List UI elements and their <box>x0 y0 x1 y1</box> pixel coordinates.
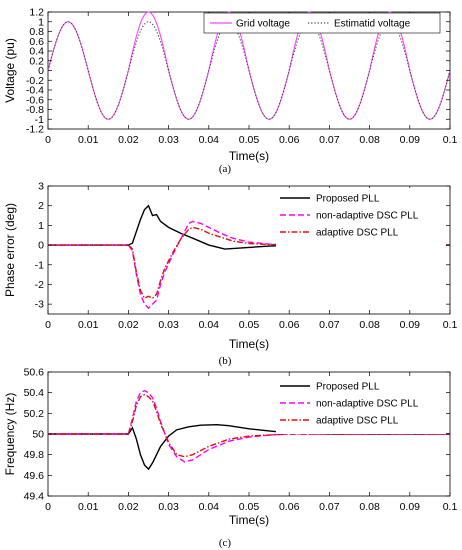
y-axis-label: Frequency (Hz) <box>3 393 17 476</box>
y-tick-label: -1 <box>35 259 44 271</box>
panel-caption: (a) <box>219 163 232 175</box>
series-line-non-adaptive-dsc-pll <box>48 389 450 463</box>
legend: Proposed PLL non-adaptive DSC PLL adaptive… <box>276 376 446 434</box>
x-tick-label: 0.05 <box>239 319 260 331</box>
y-tick-label: 50.4 <box>24 387 45 399</box>
x-tick-label: 0.05 <box>239 134 260 146</box>
legend-label: adaptive DSC PLL <box>316 416 399 427</box>
y-tick-label: 3 <box>38 181 44 193</box>
x-tick-label: 0.04 <box>199 134 220 146</box>
x-tick-label: 0.02 <box>118 134 139 146</box>
x-tick-label: 0.02 <box>118 501 139 513</box>
x-tick-label: 0.1 <box>443 501 458 513</box>
y-tick-label: 0.2 <box>29 55 44 67</box>
y-tick-label: 2 <box>38 200 44 212</box>
y-tick-label: -0.8 <box>26 104 44 116</box>
series-group <box>48 204 450 310</box>
x-tick-label: 0.06 <box>279 501 300 513</box>
x-tick-label: 0.06 <box>279 319 300 331</box>
y-tick-label: -1 <box>35 114 44 126</box>
x-tick-label: 0 <box>45 134 51 146</box>
x-tick-label: 0.05 <box>239 501 260 513</box>
y-axis-label: Voltage (pu) <box>3 38 17 103</box>
legend-label: Grid voltage <box>236 19 290 30</box>
y-tick-label: 49.8 <box>24 449 45 461</box>
legend-label: Estimatid voltage <box>334 19 411 30</box>
x-tick-label: 0.03 <box>158 319 179 331</box>
x-tick-label: 0 <box>45 501 51 513</box>
x-tick-label: 0.08 <box>359 134 380 146</box>
y-tick-label: 0 <box>38 65 44 77</box>
y-tick-label: 49.6 <box>24 470 45 482</box>
x-tick-label: 0.03 <box>158 134 179 146</box>
series-line-adaptive-dsc-pll <box>48 393 450 458</box>
x-tick-label: 0.07 <box>319 319 340 331</box>
legend-label: Proposed PLL <box>316 194 380 205</box>
chart-panel-0: 0 0.01 0.02 0.03 0.04 0.05 0.06 0.07 0.08 0.09 0.1… <box>3 7 457 176</box>
y-tick-label: -0.4 <box>26 85 44 97</box>
x-axis-label: Time(s) <box>229 149 269 163</box>
x-tick-label: 0.06 <box>279 134 300 146</box>
y-tick-label: -3 <box>35 299 44 311</box>
series-line-proposed-pll <box>48 423 450 471</box>
series-line-estimatid-voltage <box>47 21 451 120</box>
x-tick-label: 0.04 <box>199 319 220 331</box>
y-axis-label: Phase error (deg) <box>3 203 17 297</box>
y-tick-label: 50.2 <box>24 408 45 420</box>
y-tick-label: -2 <box>35 279 44 291</box>
x-axis-label: Time(s) <box>229 337 269 351</box>
series-line-adaptive-dsc-pll <box>48 226 450 300</box>
x-tick-label: 0.1 <box>443 319 458 331</box>
y-tick-label: 1.2 <box>29 7 44 19</box>
x-tick-label: 0 <box>45 319 51 331</box>
x-tick-label: 0.08 <box>359 501 380 513</box>
x-tick-label: 0.01 <box>78 134 99 146</box>
y-tick-label: 0.6 <box>29 36 44 48</box>
legend-label: Proposed PLL <box>316 382 380 393</box>
y-tick-label: -1.2 <box>26 124 44 136</box>
x-tick-label: 0.04 <box>199 501 220 513</box>
x-tick-label: 0.07 <box>319 501 340 513</box>
y-tick-label: 0.8 <box>29 26 44 38</box>
series-group <box>48 389 450 471</box>
panel-caption: (b) <box>219 355 232 367</box>
y-tick-label: 49.4 <box>24 491 45 503</box>
legend-label: adaptive DSC PLL <box>316 228 399 239</box>
legend-box <box>276 188 446 254</box>
x-tick-label: 0.02 <box>118 319 139 331</box>
x-tick-label: 0.09 <box>400 134 421 146</box>
y-tick-label: -0.2 <box>26 75 44 87</box>
x-tick-label: 0.03 <box>158 501 179 513</box>
y-tick-label: 0 <box>38 240 44 252</box>
legend-label: non-adaptive DSC PLL <box>316 211 419 222</box>
y-tick-label: 1 <box>38 220 44 232</box>
legend-label: non-adaptive DSC PLL <box>316 399 419 410</box>
x-tick-label: 0.01 <box>78 501 99 513</box>
y-tick-label: 1 <box>38 16 44 28</box>
panel-caption: (c) <box>219 537 232 549</box>
y-tick-label: 50 <box>32 429 44 441</box>
x-tick-label: 0.01 <box>78 319 99 331</box>
y-tick-label: 50.6 <box>24 367 45 379</box>
y-tick-label: 0.4 <box>29 46 44 58</box>
chart-panel-1: 0 0.01 0.02 0.03 0.04 0.05 0.06 0.07 0.08 0.09 0.1… <box>3 181 457 368</box>
x-axis-label: Time(s) <box>229 513 269 527</box>
series-line-proposed-pll <box>48 204 450 250</box>
x-tick-label: 0.09 <box>400 319 421 331</box>
x-tick-label: 0.08 <box>359 319 380 331</box>
legend: Proposed PLL non-adaptive DSC PLL adaptive… <box>276 188 446 254</box>
y-tick-label: -0.6 <box>26 94 44 106</box>
series-line-non-adaptive-dsc-pll <box>48 220 450 310</box>
legend: Grid voltage Estimatid voltage <box>203 12 441 34</box>
chart-panel-2: 0 0.01 0.02 0.03 0.04 0.05 0.06 0.07 0.08 0.09 0.1… <box>3 367 457 550</box>
x-tick-label: 0.09 <box>400 501 421 513</box>
x-tick-label: 0.1 <box>443 134 458 146</box>
x-tick-label: 0.07 <box>319 134 340 146</box>
